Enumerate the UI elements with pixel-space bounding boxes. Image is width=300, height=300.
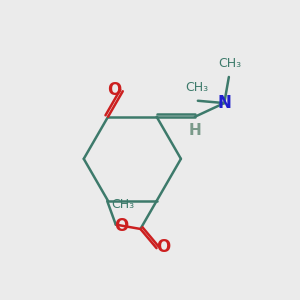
Text: O: O: [114, 218, 128, 236]
Text: CH₃: CH₃: [111, 197, 134, 211]
Text: O: O: [156, 238, 170, 256]
Text: O: O: [107, 81, 121, 99]
Text: N: N: [217, 94, 231, 112]
Text: CH₃: CH₃: [218, 58, 241, 70]
Text: CH₃: CH₃: [185, 81, 208, 94]
Text: H: H: [188, 122, 201, 137]
